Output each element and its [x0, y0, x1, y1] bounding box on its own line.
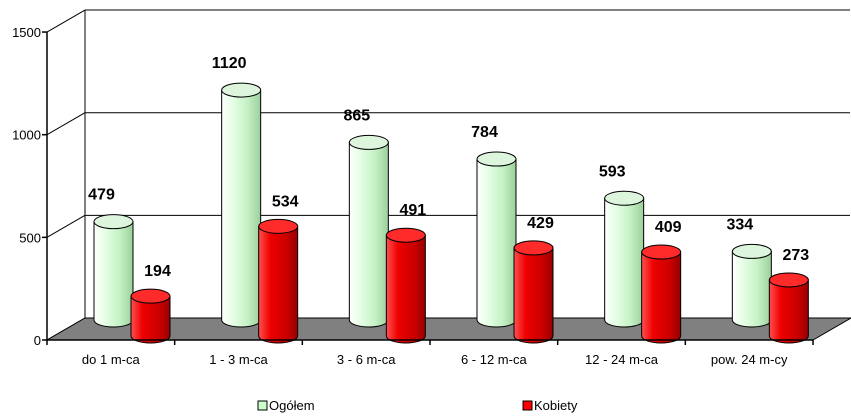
bar-ogolem — [348, 134, 389, 328]
gridline-depth — [46, 9, 86, 33]
value-label: 194 — [144, 263, 171, 280]
value-label: 534 — [272, 193, 299, 210]
bars — [93, 82, 809, 344]
bar-kobiety — [513, 240, 554, 344]
legend-swatch — [522, 400, 533, 411]
legend-swatch — [257, 400, 268, 411]
value-label: 273 — [782, 247, 809, 264]
x-tick-label: 12 - 24 m-ca — [585, 352, 659, 367]
bar-kobiety — [768, 272, 809, 344]
bar-kobiety — [641, 244, 682, 344]
y-tick-label: 1500 — [12, 25, 41, 40]
value-label: 491 — [399, 202, 426, 219]
y-tick-label: 1000 — [12, 128, 41, 143]
legend-label: Kobiety — [534, 398, 578, 413]
legend-label: Ogółem — [269, 398, 315, 413]
bar-kobiety — [385, 227, 426, 344]
bar-ogolem — [476, 151, 517, 328]
gridline-depth — [46, 112, 86, 136]
legend-item: Ogółem — [257, 398, 315, 413]
x-tick-label: pow. 24 m-cy — [711, 352, 788, 367]
y-tick-label: 500 — [19, 230, 41, 245]
x-tick-label: do 1 m-ca — [82, 352, 141, 367]
bar-kobiety — [258, 218, 299, 344]
value-label: 593 — [599, 163, 626, 180]
value-label: 334 — [726, 216, 753, 233]
x-axis: do 1 m-ca 1 - 3 m-ca 3 - 6 m-ca 6 - 12 m-ca… — [46, 339, 814, 367]
bar-ogolem — [93, 214, 134, 328]
value-label: 784 — [471, 124, 498, 141]
y-tick-label: 0 — [34, 333, 41, 348]
y-axis: 0 500 1000 1500 — [12, 10, 86, 348]
x-tick-label: 1 - 3 m-ca — [209, 352, 268, 367]
bar-ogolem — [731, 243, 772, 328]
legend: Ogółem Kobiety — [257, 398, 578, 413]
bar-ogolem — [604, 190, 645, 328]
value-label: 429 — [527, 215, 554, 232]
value-label: 409 — [655, 219, 682, 236]
x-tick-label: 3 - 6 m-ca — [337, 352, 396, 367]
x-tick-label: 6 - 12 m-ca — [461, 352, 528, 367]
value-labels: 479 194 1120 534 865 491 784 429 593 409 334 273 — [88, 55, 809, 280]
value-label: 479 — [88, 187, 115, 204]
bar-ogolem — [221, 82, 262, 328]
value-label: 1120 — [212, 55, 247, 72]
gridline-depth — [46, 214, 86, 238]
value-label: 865 — [343, 107, 370, 124]
legend-item: Kobiety — [522, 398, 578, 413]
gridlines — [46, 9, 850, 341]
bar-kobiety — [130, 288, 171, 344]
